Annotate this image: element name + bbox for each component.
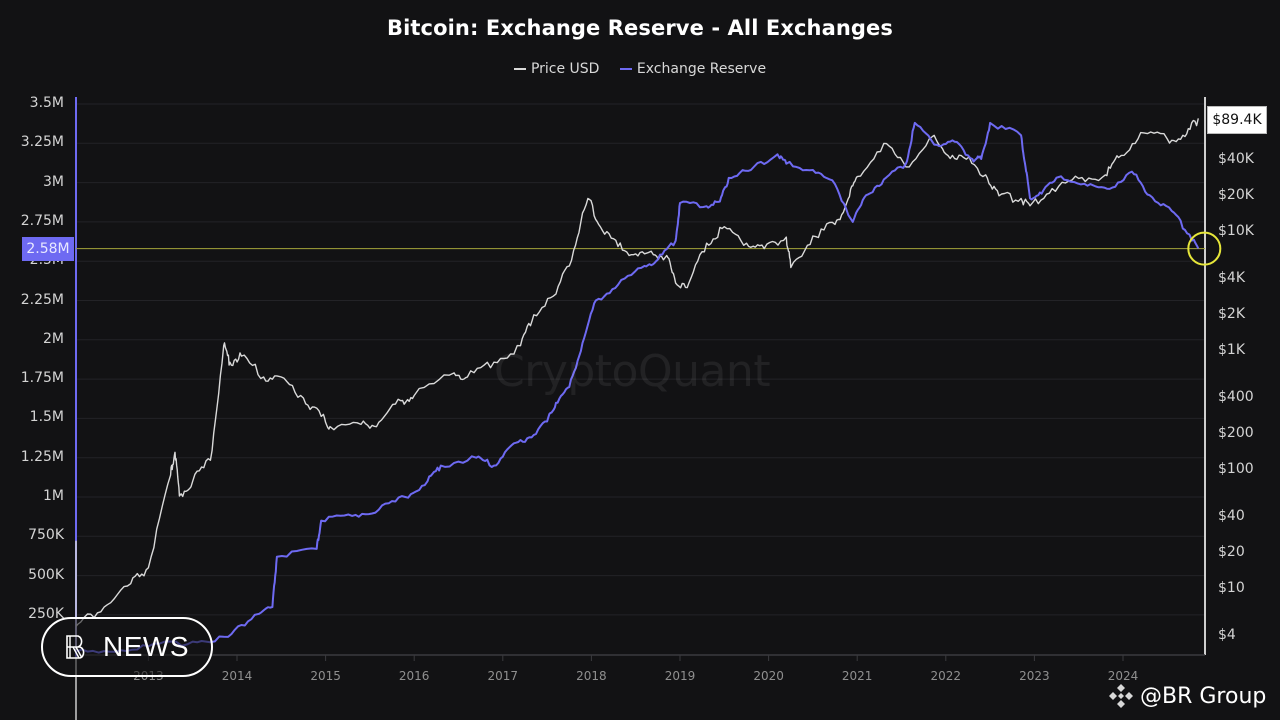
current-price-label: $89.4K bbox=[1207, 106, 1267, 134]
x-axis-tick: 2015 bbox=[310, 669, 341, 683]
x-axis-tick: 2022 bbox=[930, 669, 962, 683]
legend-item-reserve[interactable]: Exchange Reserve bbox=[619, 61, 767, 77]
x-axis-tick: 2014 bbox=[221, 669, 253, 683]
x-axis-tick: 2017 bbox=[487, 669, 519, 683]
legend-label-reserve: Exchange Reserve bbox=[636, 61, 767, 77]
right-axis-tick: $20 bbox=[1218, 543, 1245, 560]
right-axis-tick: $400 bbox=[1218, 389, 1254, 405]
right-axis-tick: $10K bbox=[1218, 222, 1254, 239]
x-axis-tick: 2018 bbox=[576, 669, 607, 683]
left-axis-tick: 500K bbox=[28, 566, 64, 583]
right-axis-tick: $4K bbox=[1218, 270, 1245, 286]
left-axis-tick: 1M bbox=[43, 488, 64, 504]
right-axis-tick: $40 bbox=[1218, 508, 1245, 524]
left-axis-tick: 3.5M bbox=[29, 95, 64, 111]
right-axis-tick: $200 bbox=[1218, 424, 1254, 441]
highlight-circle bbox=[1187, 231, 1222, 266]
news-badge[interactable]: NEWS bbox=[41, 617, 213, 677]
x-axis-tick: 2020 bbox=[753, 669, 784, 683]
legend-item-price[interactable]: Price USD bbox=[513, 61, 600, 77]
price-series-line bbox=[75, 118, 1199, 720]
x-axis-tick: 2023 bbox=[1019, 669, 1050, 683]
current-reserve-label: 2.58M bbox=[22, 237, 74, 261]
chart-legend: Price USD Exchange Reserve bbox=[0, 58, 1280, 77]
right-axis-tick: $20K bbox=[1218, 186, 1254, 203]
chart-title: Bitcoin: Exchange Reserve - All Exchange… bbox=[387, 16, 893, 40]
news-label: NEWS bbox=[103, 631, 189, 662]
gridlines bbox=[76, 103, 1205, 616]
binance-diamond-icon bbox=[1109, 684, 1133, 708]
right-axis-tick: $100 bbox=[1218, 460, 1254, 477]
right-axis-tick: $10 bbox=[1218, 579, 1245, 596]
brand-signature: @BR Group bbox=[1108, 683, 1266, 709]
x-axis-tick: 2024 bbox=[1107, 669, 1139, 683]
left-axis-tick: 1.5M bbox=[29, 409, 64, 426]
left-axis-tick: 2.25M bbox=[20, 291, 64, 308]
x-axis-tick: 2021 bbox=[841, 669, 873, 683]
left-axis-tick: 2M bbox=[43, 330, 64, 347]
right-axis-tick: $40K bbox=[1218, 151, 1254, 167]
left-axis-tick: 1.25M bbox=[20, 448, 64, 465]
br-logo-icon bbox=[66, 635, 85, 659]
right-axis-tick: $2K bbox=[1218, 305, 1245, 322]
right-axis-tick: $4 bbox=[1218, 627, 1236, 643]
reserve-series-line bbox=[75, 121, 1200, 658]
reserve-swatch-icon bbox=[619, 68, 632, 70]
brand-label: @BR Group bbox=[1140, 683, 1267, 709]
left-axis-tick: 750K bbox=[28, 527, 64, 544]
x-axis-tick: 2019 bbox=[664, 669, 696, 683]
left-axis-tick: 250K bbox=[28, 605, 64, 622]
watermark: CryptoQuant bbox=[494, 346, 771, 397]
legend-label-price: Price USD bbox=[530, 61, 600, 77]
x-axis-ticks bbox=[147, 655, 1124, 661]
left-axis-tick: 3.25M bbox=[20, 134, 64, 151]
price-swatch-icon bbox=[513, 68, 526, 70]
left-axis-tick: 3M bbox=[43, 173, 64, 190]
left-axis-tick: 1.75M bbox=[20, 370, 64, 387]
right-axis-tick: $1K bbox=[1218, 341, 1245, 358]
x-axis-tick: 2016 bbox=[398, 669, 430, 683]
left-axis-tick: 2.75M bbox=[20, 212, 64, 229]
